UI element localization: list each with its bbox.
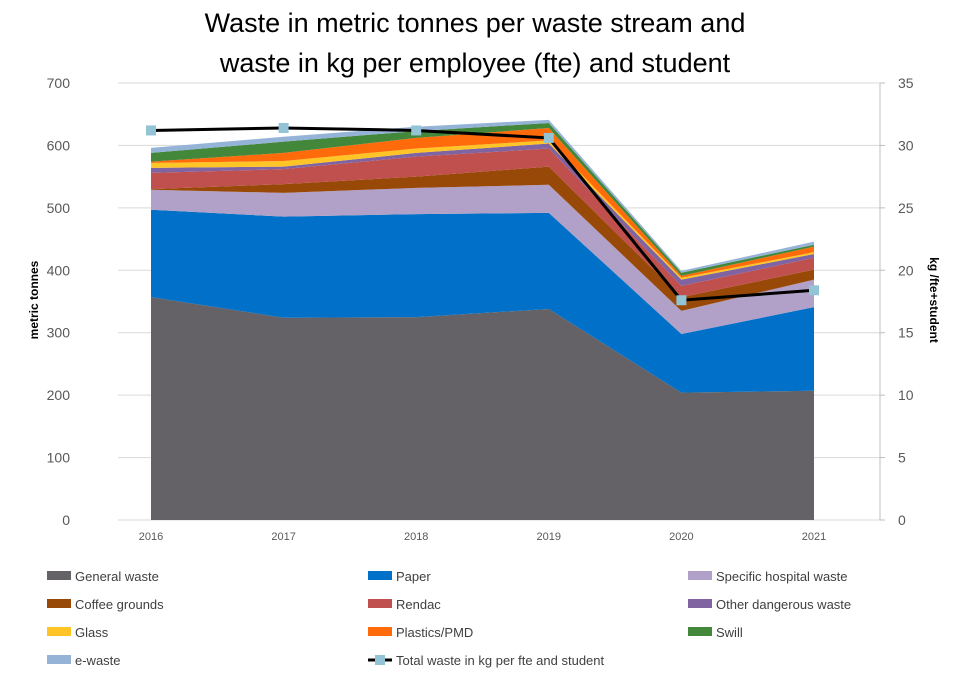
total-waste-marker (676, 295, 687, 306)
legend-item-general-waste: General waste (47, 569, 159, 584)
area-paper (151, 209, 814, 393)
legend-item-glass: Glass (47, 625, 109, 640)
legend-marker-swatch (375, 655, 385, 665)
total-waste-marker (809, 285, 819, 296)
y-tick-label: 600 (47, 137, 71, 153)
area-coffee-grounds (151, 166, 814, 311)
legend-swatch (688, 627, 712, 636)
total-waste-marker (146, 125, 156, 136)
legend-item-paper: Paper (368, 569, 431, 584)
legend-swatch (47, 655, 71, 664)
y-tick-label: 300 (47, 325, 71, 341)
x-tick-label: 2020 (669, 531, 693, 543)
legend-item-other-dangerous-waste: Other dangerous waste (688, 597, 851, 612)
y-tick-label: 400 (47, 262, 71, 278)
legend-label: Specific hospital waste (716, 569, 848, 584)
x-tick-label: 2017 (271, 531, 295, 543)
x-tick-label: 2019 (537, 531, 561, 543)
y-tick-label: 200 (47, 387, 71, 403)
y2-tick-label: 5 (898, 450, 906, 466)
legend-item-e-waste: e-waste (47, 653, 121, 668)
legend-label: Plastics/PMD (396, 625, 473, 640)
legend-label: General waste (75, 569, 159, 584)
y2-tick-label: 20 (898, 262, 914, 278)
y-axis-label: metric tonnes (27, 260, 41, 339)
total-waste-marker (543, 132, 554, 143)
legend-swatch (368, 571, 392, 580)
x-tick-label: 2021 (802, 531, 826, 543)
chart-title-line-2: waste in kg per employee (fte) and stude… (219, 48, 731, 78)
legend-swatch (688, 599, 712, 608)
area-specific-hospital-waste (151, 184, 814, 334)
legend-item-specific-hospital-waste: Specific hospital waste (688, 569, 848, 584)
y2-tick-label: 30 (898, 137, 914, 153)
area-e-waste (151, 119, 814, 273)
x-tick-label: 2018 (404, 531, 428, 543)
legend-label: Paper (396, 569, 431, 584)
legend-label: Swill (716, 625, 743, 640)
total-waste-marker (278, 122, 289, 133)
y-tick-label: 500 (47, 200, 71, 216)
legend-item-total-waste-in-kg-per-fte-and-student: Total waste in kg per fte and student (368, 653, 605, 668)
y2-tick-label: 0 (898, 512, 906, 528)
total-waste-line (150, 126, 815, 302)
x-tick-label: 2016 (139, 531, 163, 543)
legend-swatch (368, 627, 392, 636)
legend-swatch (368, 599, 392, 608)
legend-item-plastics-pmd: Plastics/PMD (368, 625, 473, 640)
area-plastics-pmd (151, 127, 814, 278)
y2-axis-label: kg /fte+student (927, 257, 941, 343)
legend-label: Total waste in kg per fte and student (396, 653, 605, 668)
legend-item-coffee-grounds: Coffee grounds (47, 597, 164, 612)
area-swill (151, 122, 814, 276)
legend-swatch (47, 599, 71, 608)
legend-label: Glass (75, 625, 109, 640)
total-waste-marker (411, 125, 422, 136)
y2-tick-label: 10 (898, 387, 914, 403)
legend-item-swill: Swill (688, 625, 743, 640)
chart-title-line-1: Waste in metric tonnes per waste stream … (205, 8, 746, 38)
y-tick-label: 100 (47, 450, 71, 466)
legend-swatch (47, 627, 71, 636)
legend-swatch (688, 571, 712, 580)
y-tick-label: 0 (62, 512, 70, 528)
legend-swatch (47, 571, 71, 580)
area-other-dangerous-waste (151, 143, 814, 286)
legend-label: Other dangerous waste (716, 597, 851, 612)
y2-tick-label: 15 (898, 325, 914, 341)
area-general-waste (151, 297, 814, 520)
legend-label: Coffee grounds (75, 597, 164, 612)
legend-label: Rendac (396, 597, 441, 612)
y-tick-label: 700 (47, 75, 71, 91)
legend-label: e-waste (75, 653, 121, 668)
y2-tick-label: 35 (898, 75, 914, 91)
legend-item-rendac: Rendac (368, 597, 441, 612)
area-glass (151, 140, 814, 280)
y2-tick-label: 25 (898, 200, 914, 216)
